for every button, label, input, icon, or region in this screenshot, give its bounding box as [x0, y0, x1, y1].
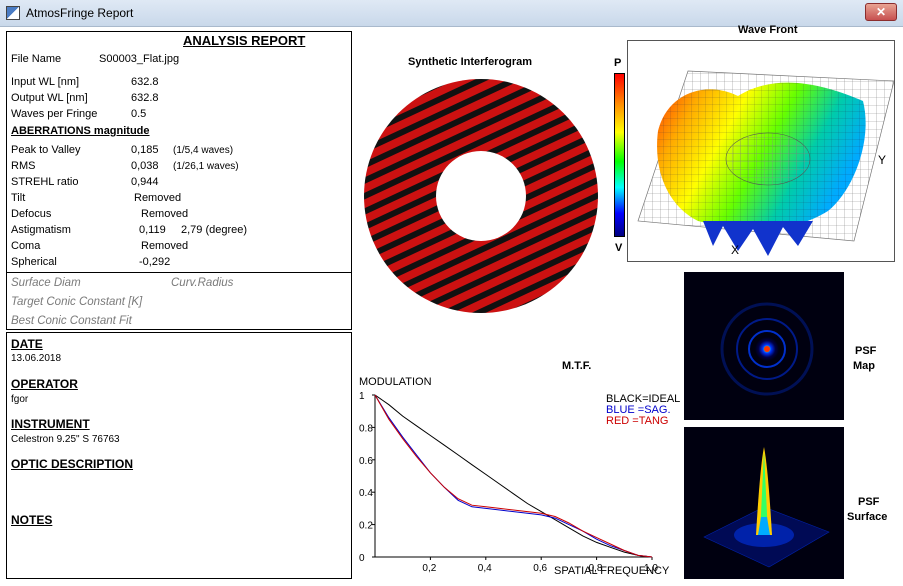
input-wl-value: 632.8: [131, 76, 159, 88]
mtf-y-tick-label: 0.6: [359, 456, 373, 467]
surface-diam-label: Surface Diam: [11, 277, 81, 289]
psf-map-core: [764, 346, 770, 352]
file-name-label: File Name: [11, 53, 62, 65]
mtf-x-tick-label: 0,4: [478, 563, 492, 574]
psf-surface: [684, 427, 844, 579]
mtf-y-tick-label: 0.4: [359, 488, 373, 499]
target-conic-label: Target Conic Constant [K]: [11, 296, 143, 308]
instrument-heading: INSTRUMENT: [11, 417, 90, 431]
mtf-xlabel: SPATIAL FREQUENCY: [554, 565, 670, 577]
defocus-value: Removed: [141, 208, 189, 220]
psf-map-image: [720, 302, 814, 396]
peak-valley-label: Peak to Valley: [11, 144, 81, 156]
aberrations-heading: ABERRATIONS magnitude: [11, 125, 150, 137]
peak-valley-waves: (1/5,4 waves): [173, 145, 234, 156]
mtf-legend-sag: BLUE =SAG.: [606, 404, 671, 416]
info-panel: DATE 13.06.2018 OPERATOR fgor INSTRUMENT…: [6, 332, 352, 579]
rms-label: RMS: [11, 160, 36, 172]
best-conic-label: Best Conic Constant Fit: [11, 315, 132, 327]
mtf-chart: 0 0.2 0.4 0.6 0.8 1 0,2 0,4 0,6 0,8 1,0: [359, 391, 658, 574]
colorbar-bottom-label: V: [615, 242, 623, 254]
optic-description-heading: OPTIC DESCRIPTION: [11, 457, 134, 471]
mtf-x-tick-label: 0,8: [589, 563, 603, 574]
wavefront-spikes: [703, 221, 813, 256]
report-title: ANALYSIS REPORT: [183, 33, 306, 48]
colorbar-top-label: P: [614, 57, 622, 69]
psf-surface-peak-core: [760, 452, 768, 535]
wavefront-hole: [725, 132, 811, 186]
title-bar: AtmosFringe Report ✕: [0, 0, 903, 27]
window-title: AtmosFringe Report: [26, 6, 134, 20]
psf-surface-label-2: Surface: [847, 511, 888, 523]
psf-map-label-2: Map: [853, 360, 875, 372]
waves-per-fringe-value: 0.5: [131, 108, 147, 120]
spherical-label: Spherical: [11, 256, 57, 268]
tilt-label: Tilt: [11, 192, 26, 204]
mtf-title: M.T.F.: [562, 360, 592, 372]
rms-waves: (1/26,1 waves): [173, 161, 239, 172]
section-divider: [7, 272, 351, 273]
waves-per-fringe-label: Waves per Fringe: [11, 108, 98, 120]
report-content: ANALYSIS REPORT File Name S00003_Flat.jp…: [2, 24, 901, 584]
psf-map-ring-inner: [748, 330, 786, 368]
operator-heading: OPERATOR: [11, 377, 78, 391]
astigmatism-angle: 2,79 (degree): [181, 224, 248, 236]
coma-value: Removed: [141, 240, 189, 252]
app-icon: [6, 6, 20, 20]
mtf-series-tang: [374, 394, 653, 558]
synthetic-interferogram: [362, 77, 600, 315]
input-wl-label: Input WL [nm]: [11, 76, 80, 88]
strehl-label: STREHL ratio: [11, 176, 79, 188]
date-heading: DATE: [11, 337, 43, 351]
colorbar: [614, 73, 625, 237]
mtf-legend-tang: RED =TANG: [606, 415, 669, 427]
date-value: 13.06.2018: [11, 353, 62, 364]
mtf-series-ideal: [374, 394, 653, 558]
mtf-y-tick-label: 1: [359, 391, 365, 402]
spherical-value: -0,292: [139, 256, 171, 268]
defocus-label: Defocus: [11, 208, 52, 220]
mtf-x-tick-label: 1,0: [644, 563, 658, 574]
psf-surface-label-1: PSF: [858, 496, 880, 508]
rms-value: 0,038: [131, 160, 159, 172]
instrument-value: Celestron 9.25" S 76763: [11, 434, 120, 445]
mtf-y-tick-label: 0.2: [359, 521, 373, 532]
peak-valley-value: 0,185: [131, 144, 159, 156]
wavefront-plot: X Y: [637, 70, 894, 257]
operator-value: fgor: [11, 394, 29, 405]
curv-radius-label: Curv.Radius: [171, 277, 234, 289]
psf-surface-peak-base: [758, 517, 770, 535]
analysis-report-panel: ANALYSIS REPORT File Name S00003_Flat.jp…: [6, 31, 352, 330]
wavefront-title: Wave Front: [738, 24, 798, 36]
mtf-x-tick-label: 0,2: [422, 563, 436, 574]
psf-map-ring-mid: [736, 318, 798, 380]
mtf-ylabel: MODULATION: [359, 376, 432, 388]
mtf-y-tick-label: 0.8: [359, 423, 373, 434]
notes-heading: NOTES: [11, 513, 53, 527]
close-button[interactable]: ✕: [865, 3, 897, 21]
strehl-value: 0,944: [131, 176, 159, 188]
psf-map: [684, 272, 844, 420]
mtf-x-tick-label: 0,6: [533, 563, 547, 574]
interferogram-ring: [362, 77, 600, 315]
file-name-value: S00003_Flat.jpg: [99, 53, 180, 65]
psf-surface-image: [703, 447, 830, 568]
wavefront-frame: X Y: [627, 40, 895, 262]
wavefront-y-axis-label: Y: [878, 153, 886, 167]
mtf-series-sag: [374, 394, 653, 558]
interferogram-title: Synthetic Interferogram: [408, 56, 533, 68]
output-wl-value: 632.8: [131, 92, 159, 104]
tilt-value: Removed: [134, 192, 182, 204]
astigmatism-value: 0,119: [139, 224, 166, 236]
mtf-y-tick-label: 0: [359, 553, 365, 564]
mtf-legend-ideal: BLACK=IDEAL: [606, 393, 681, 405]
coma-label: Coma: [11, 240, 41, 252]
output-wl-label: Output WL [nm]: [11, 92, 88, 104]
wavefront-x-axis-label: X: [731, 243, 739, 257]
psf-map-label-1: PSF: [855, 345, 877, 357]
psf-map-ring-outer: [720, 302, 814, 396]
astigmatism-label: Astigmatism: [11, 224, 71, 236]
